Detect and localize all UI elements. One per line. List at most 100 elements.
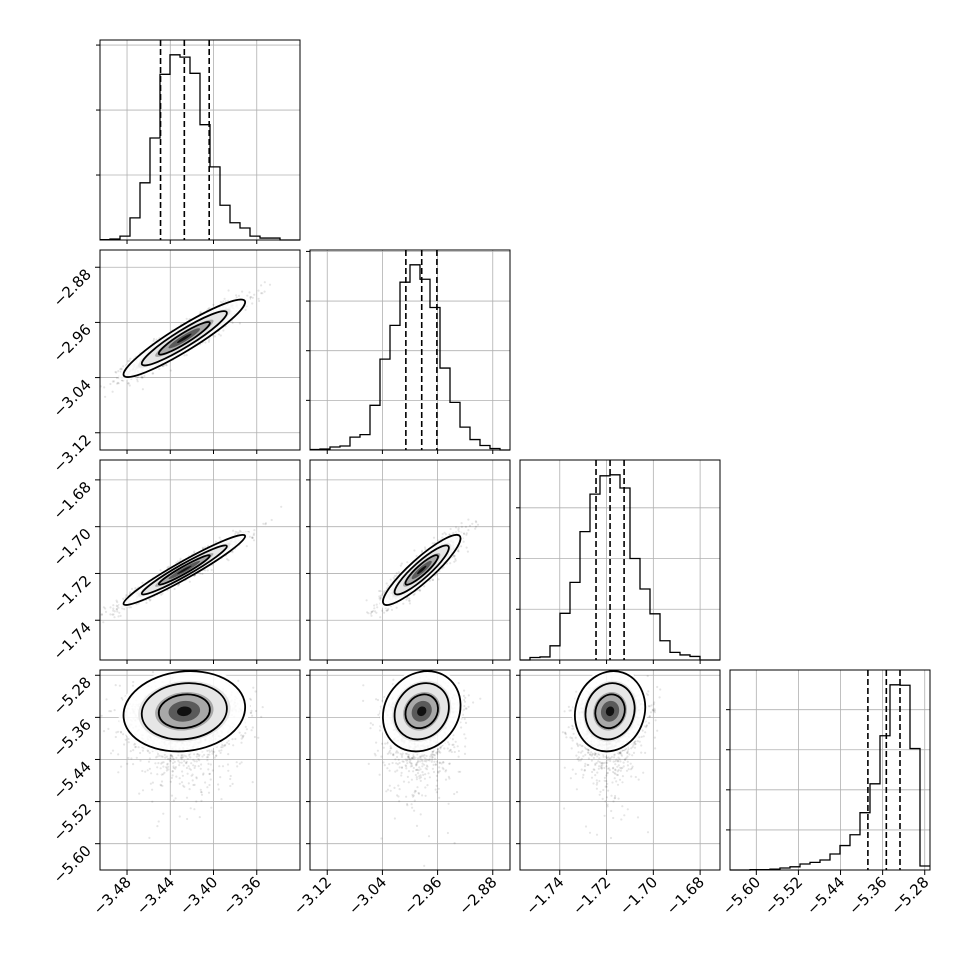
- axes-frame: [729, 669, 931, 871]
- sample-point: [165, 364, 168, 367]
- sample-point: [113, 616, 116, 619]
- sample-point: [167, 565, 170, 568]
- sample-point: [188, 580, 191, 583]
- sample-point: [212, 303, 215, 306]
- sample-point: [116, 381, 119, 384]
- sample-point: [97, 401, 99, 403]
- sample-point: [207, 544, 210, 547]
- sample-point: [199, 572, 202, 575]
- sample-point: [379, 616, 382, 619]
- sample-point: [143, 374, 146, 378]
- sample-point: [103, 386, 106, 389]
- sample-point: [97, 614, 99, 616]
- sample-point: [100, 613, 103, 616]
- sample-point: [121, 607, 124, 610]
- sample-point: [239, 530, 242, 533]
- sample-point: [204, 569, 207, 572]
- sample-point: [264, 522, 267, 525]
- contour-line: [140, 544, 228, 596]
- axes-frame: [99, 249, 301, 451]
- sample-point: [128, 384, 131, 387]
- sample-point: [152, 337, 156, 341]
- sample-point: [109, 606, 112, 609]
- sample-point: [116, 610, 119, 613]
- sample-point: [258, 299, 261, 303]
- axes-frame: [99, 39, 301, 241]
- sample-point: [176, 560, 179, 563]
- sample-point: [263, 281, 266, 284]
- sample-point: [111, 380, 114, 383]
- sample-point: [222, 329, 225, 332]
- sample-point: [115, 604, 118, 607]
- sample-point: [204, 341, 207, 344]
- sample-point: [104, 395, 107, 398]
- sample-point: [116, 601, 119, 604]
- sample-point: [251, 296, 254, 299]
- sample-point: [149, 598, 152, 601]
- sample-point: [237, 294, 241, 297]
- sample-point: [120, 367, 123, 370]
- sample-point: [145, 601, 148, 604]
- sample-point: [112, 607, 115, 610]
- sample-point: [169, 369, 172, 372]
- sample-point: [381, 609, 384, 612]
- sample-point: [454, 526, 458, 529]
- sample-point: [241, 290, 244, 293]
- sample-point: [129, 357, 132, 360]
- sample-point: [136, 378, 139, 381]
- sample-point: [111, 390, 114, 393]
- sample-point: [127, 382, 130, 385]
- sample-point: [94, 622, 96, 624]
- sample-point: [227, 559, 230, 562]
- sample-point: [217, 333, 221, 336]
- sample-point: [435, 573, 438, 576]
- sample-point: [261, 292, 264, 295]
- sample-point: [141, 581, 144, 584]
- sample-point: [453, 555, 456, 558]
- sample-point: [118, 611, 121, 614]
- sample-point: [424, 548, 427, 551]
- sample-point: [252, 539, 256, 542]
- sample-point: [115, 599, 118, 602]
- histogram-step: [520, 474, 720, 661]
- histogram-step: [100, 54, 300, 241]
- sample-point: [158, 367, 161, 370]
- sample-point: [251, 536, 254, 540]
- histogram-step: [730, 684, 930, 871]
- sample-point: [208, 307, 211, 310]
- sample-point: [423, 585, 426, 588]
- sample-point: [152, 339, 155, 342]
- sample-point: [112, 613, 115, 616]
- sample-point: [152, 372, 155, 375]
- sample-point: [236, 531, 239, 534]
- sample-point: [115, 371, 118, 374]
- sample-point: [370, 614, 373, 617]
- sample-point: [389, 578, 392, 581]
- sample-point: [130, 587, 134, 591]
- sample-point: [367, 612, 370, 615]
- sample-point: [141, 388, 144, 391]
- sample-point: [251, 536, 254, 540]
- sample-point: [112, 609, 115, 612]
- sample-point: [395, 574, 398, 577]
- sample-point: [127, 360, 130, 363]
- sample-point: [177, 584, 180, 587]
- sample-point: [109, 382, 112, 386]
- sample-point: [238, 322, 241, 325]
- sample-point: [263, 290, 266, 293]
- sample-point: [248, 291, 251, 294]
- sample-point: [208, 339, 211, 342]
- sample-point: [166, 566, 169, 569]
- sample-point: [151, 372, 154, 375]
- sample-point: [454, 559, 457, 562]
- sample-point: [419, 589, 422, 592]
- sample-point: [100, 613, 104, 616]
- sample-point: [109, 613, 112, 616]
- sample-point: [113, 610, 116, 613]
- sample-point: [365, 599, 368, 602]
- histogram-panel: [96, 39, 301, 241]
- sample-point: [251, 302, 254, 305]
- sample-point: [385, 609, 389, 612]
- histogram-panel: [726, 669, 931, 871]
